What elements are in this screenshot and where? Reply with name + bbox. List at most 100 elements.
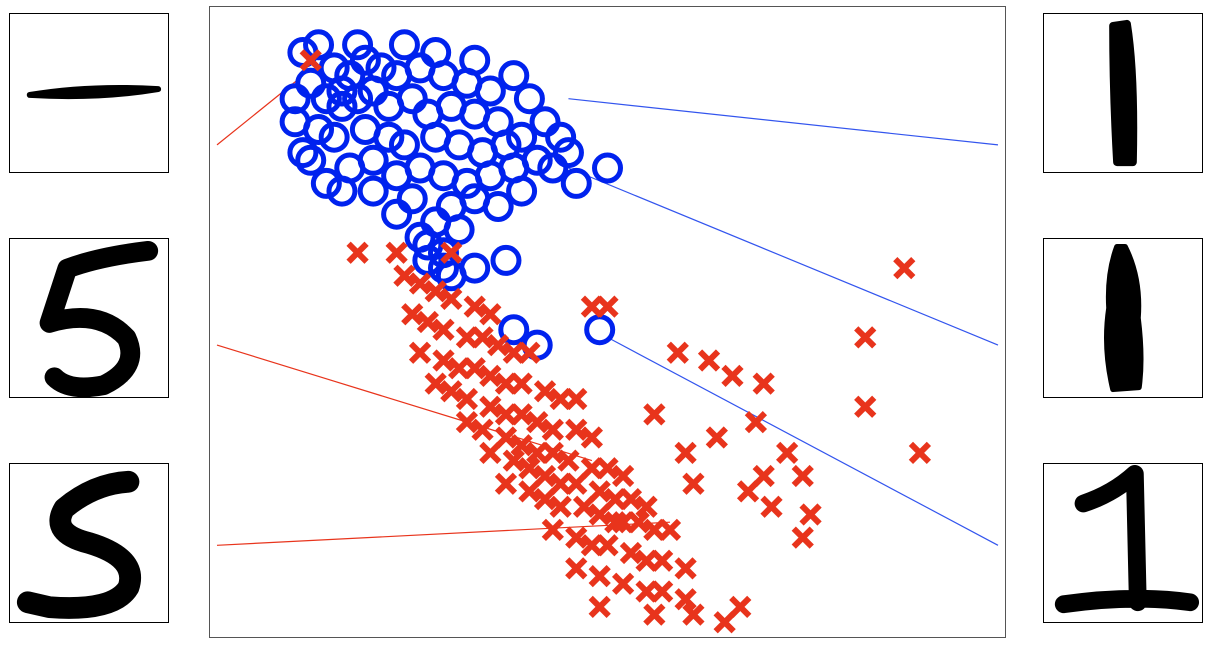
right-digit-thumbnail-2 xyxy=(1043,238,1203,398)
digit-5-point-43 xyxy=(494,426,518,449)
digit-5-point-50 xyxy=(611,464,635,488)
digit-5-point-4 xyxy=(440,241,463,264)
digit-5-point-17 xyxy=(471,326,494,349)
digit-5-point-30 xyxy=(565,387,588,411)
digit-1-point-22 xyxy=(318,121,350,153)
digit-5-point-100 xyxy=(791,526,814,549)
digit-5-point-72 xyxy=(565,526,588,549)
digit-5-point-91 xyxy=(666,341,689,364)
digit-1-point-64 xyxy=(326,175,358,207)
digit-1-point-79 xyxy=(326,75,358,107)
digit-5-point-38 xyxy=(541,418,564,441)
digit-5-point-92 xyxy=(697,349,721,372)
digit-1-point-14 xyxy=(357,75,389,107)
digit-1-point-65 xyxy=(537,152,569,184)
digit-5-point-40 xyxy=(580,426,604,449)
digit-5-point-86 xyxy=(643,603,666,626)
digit-5-point-84 xyxy=(674,588,697,611)
digit-5-point-101 xyxy=(854,326,877,349)
digit-5-point-104 xyxy=(908,441,932,465)
digit-5-point-51 xyxy=(479,441,502,465)
digit-5-point-42 xyxy=(471,418,494,441)
digit-5-point-87 xyxy=(682,603,705,626)
digit-5-point-20 xyxy=(518,341,541,364)
digit-5-point-90 xyxy=(611,511,635,534)
digit-5-point-14 xyxy=(416,310,439,334)
digit-1-point-33 xyxy=(357,144,389,176)
digit-5-point-88 xyxy=(713,611,736,634)
digit-1-point-68 xyxy=(552,137,584,169)
digit-1-point-80 xyxy=(506,175,538,207)
digit-5-point-59 xyxy=(619,487,643,511)
digit-1-point-52 xyxy=(396,183,428,215)
right-digit-thumbnail-1 xyxy=(1043,13,1203,173)
digit-5-point-1 xyxy=(299,49,322,72)
digit-5-point-57 xyxy=(588,480,611,503)
digit-1-point-12 xyxy=(326,90,358,122)
digit-5-point-78 xyxy=(674,557,697,580)
digit-five-slanted-image xyxy=(16,470,141,619)
digit-1-point-1 xyxy=(295,67,327,99)
digit-1-point-49 xyxy=(529,106,561,138)
digit-one-vertical-image xyxy=(1109,19,1138,167)
digit-5-point-110 xyxy=(752,464,775,488)
digit-5-point-22 xyxy=(432,349,455,372)
digit-1-point-48 xyxy=(513,83,545,115)
digit-1-point-45 xyxy=(420,37,452,68)
digit-1-point-11 xyxy=(310,83,342,115)
digit-one-serif-image xyxy=(1054,464,1200,614)
digit-5-point-6 xyxy=(408,272,432,295)
digit-five-upright-image xyxy=(39,240,159,397)
digit-1-point-73 xyxy=(435,260,467,292)
digit-1-point-50 xyxy=(545,121,577,153)
projection-line-digit-1-3 xyxy=(607,336,999,546)
digit-5-point-105 xyxy=(682,472,705,495)
digit-5-point-79 xyxy=(565,557,588,580)
digit-5-point-47 xyxy=(557,449,580,472)
digit-5-point-56 xyxy=(565,472,588,495)
digit-5-point-60 xyxy=(635,495,658,518)
digit-one-blob-image xyxy=(1104,243,1144,393)
digit-5-point-36 xyxy=(510,403,533,426)
digit-5-point-71 xyxy=(541,518,564,542)
digit-5-point-10 xyxy=(479,303,502,326)
projection-line-digit-1-2 xyxy=(568,167,999,346)
digit-5-point-66 xyxy=(588,503,611,526)
digit-1-point-24 xyxy=(373,121,405,153)
digit-5-point-52 xyxy=(502,449,525,472)
digit-5-point-102 xyxy=(854,395,877,418)
digit-5-point-98 xyxy=(760,495,783,518)
digit-5-point-95 xyxy=(744,410,768,434)
digit-5-point-89 xyxy=(729,595,752,619)
digit-5-point-96 xyxy=(776,441,799,465)
digit-5-point-24 xyxy=(463,357,486,380)
right-digit-thumbnail-3 xyxy=(1043,463,1203,623)
digit-5-point-75 xyxy=(619,541,643,565)
digit-1-point-63 xyxy=(310,167,342,199)
digit-5-point-37 xyxy=(526,410,549,434)
digit-5-point-31 xyxy=(424,372,447,395)
digit-1-point-40 xyxy=(521,144,553,176)
digit-1-point-47 xyxy=(498,60,530,92)
digit-5-point-28 xyxy=(533,380,557,403)
digit-1-point-16 xyxy=(396,83,428,115)
digit-5-point-33 xyxy=(455,387,479,411)
digit-1-point-43 xyxy=(342,29,374,61)
digit-5-point-27 xyxy=(510,372,533,395)
digit-5-point-25 xyxy=(479,364,502,388)
digit-5-point-93 xyxy=(721,364,744,388)
digit-1-point-42 xyxy=(303,29,335,61)
digit-1-point-55 xyxy=(482,191,514,222)
digit-1-point-67 xyxy=(592,152,623,184)
digit-5-point-39 xyxy=(565,418,588,441)
digit-1-point-74 xyxy=(490,244,522,276)
digit-1-point-51 xyxy=(357,175,389,207)
digit-5-point-70 xyxy=(658,518,682,542)
digit-5-point-32 xyxy=(440,380,463,403)
line-layer xyxy=(216,75,999,546)
digit-5-point-18 xyxy=(487,333,510,357)
digit-5-point-62 xyxy=(518,480,541,503)
digit-5-point-12 xyxy=(596,295,619,318)
digit-1-point-61 xyxy=(279,106,311,138)
digit-5-point-97 xyxy=(791,464,814,488)
